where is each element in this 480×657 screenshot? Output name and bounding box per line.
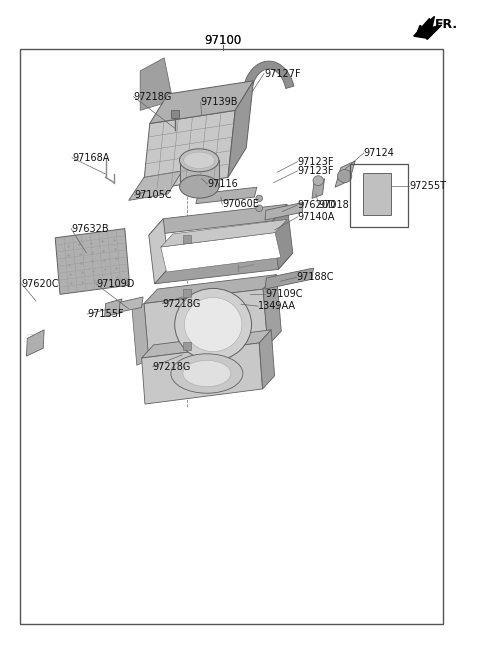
Text: 97218G: 97218G: [133, 91, 172, 102]
Bar: [183, 235, 191, 243]
Ellipse shape: [337, 170, 352, 183]
Ellipse shape: [313, 175, 324, 186]
Ellipse shape: [183, 360, 231, 386]
Bar: [363, 173, 391, 215]
Ellipse shape: [180, 149, 219, 172]
Polygon shape: [144, 289, 268, 360]
Text: 97018: 97018: [319, 200, 349, 210]
Polygon shape: [265, 202, 303, 220]
Ellipse shape: [175, 288, 252, 361]
Text: 97168A: 97168A: [72, 152, 109, 163]
Bar: [183, 289, 191, 297]
Polygon shape: [119, 297, 143, 312]
Text: 97060E: 97060E: [222, 199, 259, 210]
Polygon shape: [132, 304, 149, 365]
Polygon shape: [265, 268, 313, 289]
Text: 97632B: 97632B: [71, 223, 108, 234]
Polygon shape: [150, 81, 253, 124]
Polygon shape: [142, 343, 263, 404]
Bar: [183, 342, 191, 350]
Polygon shape: [143, 110, 235, 191]
Ellipse shape: [183, 152, 215, 168]
Polygon shape: [263, 275, 281, 346]
Polygon shape: [155, 253, 293, 284]
Text: 97124: 97124: [364, 148, 395, 158]
Text: 97155F: 97155F: [87, 309, 124, 319]
Polygon shape: [161, 219, 287, 247]
Text: 97620D: 97620D: [298, 200, 336, 210]
Bar: [171, 110, 179, 118]
Polygon shape: [312, 179, 324, 198]
Text: 97100: 97100: [204, 34, 242, 47]
Bar: [180, 160, 219, 187]
Polygon shape: [142, 330, 271, 358]
Polygon shape: [414, 18, 430, 38]
Text: 97100: 97100: [204, 34, 242, 47]
Text: 97218G: 97218G: [153, 361, 191, 372]
Polygon shape: [228, 81, 253, 177]
Polygon shape: [149, 204, 287, 235]
Polygon shape: [144, 275, 276, 304]
Polygon shape: [259, 330, 275, 389]
Text: 97188C: 97188C: [297, 272, 334, 283]
Bar: [350, 164, 408, 227]
Polygon shape: [273, 204, 293, 269]
Text: 97116: 97116: [207, 179, 238, 189]
Text: 97109C: 97109C: [265, 289, 303, 300]
Ellipse shape: [256, 205, 263, 212]
Text: 97620C: 97620C: [22, 279, 59, 289]
Text: 97218G: 97218G: [162, 298, 201, 309]
Text: 97109D: 97109D: [96, 279, 134, 289]
Ellipse shape: [171, 354, 243, 393]
Text: 97127F: 97127F: [264, 68, 300, 79]
Polygon shape: [244, 61, 294, 89]
Polygon shape: [161, 233, 281, 272]
Polygon shape: [418, 16, 442, 39]
Ellipse shape: [180, 175, 219, 198]
Ellipse shape: [184, 298, 242, 351]
Polygon shape: [105, 299, 122, 317]
Text: 97255T: 97255T: [409, 181, 446, 191]
Text: 97105C: 97105C: [134, 190, 172, 200]
Text: 97139B: 97139B: [201, 97, 238, 107]
Text: FR.: FR.: [435, 18, 458, 32]
Polygon shape: [149, 219, 169, 284]
Text: 1349AA: 1349AA: [258, 301, 296, 311]
Text: 97123F: 97123F: [298, 166, 334, 176]
Text: 97140A: 97140A: [298, 212, 335, 222]
Polygon shape: [196, 187, 257, 204]
Ellipse shape: [256, 195, 263, 202]
Polygon shape: [129, 171, 182, 200]
Polygon shape: [335, 161, 355, 187]
Polygon shape: [140, 58, 173, 110]
Polygon shape: [55, 229, 130, 294]
Text: 97123F: 97123F: [298, 156, 334, 167]
Bar: [20, 49, 443, 624]
Polygon shape: [26, 330, 44, 356]
